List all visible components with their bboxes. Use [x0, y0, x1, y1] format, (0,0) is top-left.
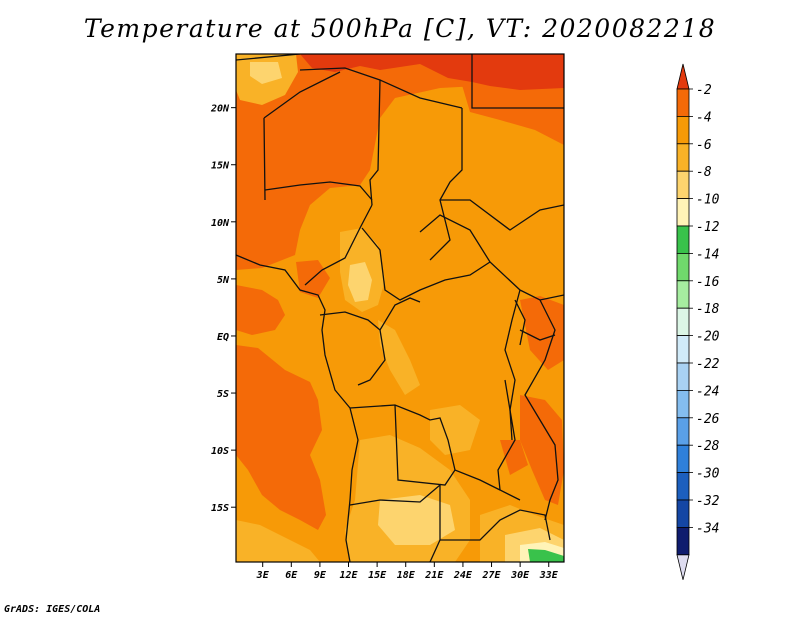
colorbar-label: -24 — [696, 384, 719, 399]
colorbar-label: -30 — [696, 467, 720, 482]
colorbar-label: -8 — [696, 165, 712, 180]
colorbar-box — [676, 527, 690, 556]
border-kenya — [519, 289, 564, 301]
border-niger-chad — [369, 79, 381, 206]
colorbar-label: -34 — [696, 521, 719, 536]
colorbar-box — [676, 225, 690, 254]
lat-tick-label: 5S — [217, 389, 229, 400]
lon-tick-label: 27E — [482, 570, 502, 581]
lat-tick-label: 10N — [211, 218, 230, 229]
figure-title: Temperature at 500hPa [C], VT: 202008221… — [83, 14, 717, 43]
band-minus-4-east-africa — [520, 296, 564, 370]
lon-tick-label: 33E — [539, 570, 559, 581]
border-congo-drc — [379, 297, 421, 331]
lon-tick-label: 18E — [397, 570, 416, 581]
lon-tick-label: 21E — [424, 570, 444, 581]
colorbar-label: -28 — [696, 439, 720, 454]
border-chad-sudan — [429, 108, 463, 261]
border-east-coast — [524, 299, 559, 521]
lat-tick-label: 15S — [211, 503, 229, 514]
band-minus-10-north-patch — [250, 62, 282, 84]
band-minus-8-congo-strip — [378, 320, 420, 395]
band-minus-8-south-coast — [236, 520, 320, 562]
lat-tick-label: 15N — [211, 161, 230, 172]
colorbar-label: -20 — [696, 330, 720, 345]
colorbar-box — [676, 143, 690, 172]
lat-tick-label: 20N — [210, 104, 230, 115]
colorbar-bottom-arrow — [676, 554, 690, 580]
colorbar: -2 -4 -6 -8 -10 -12 -14 -16 -18 -20 -22 -24 -26 -28 -3… — [676, 63, 720, 580]
band-minus-2-egypt — [472, 54, 564, 90]
colorbar-label: -16 — [696, 275, 720, 290]
colorbar-label: -12 — [696, 220, 720, 235]
colorbar-label: -6 — [696, 138, 712, 153]
border-west-coast — [236, 254, 359, 562]
border-namibia — [349, 483, 441, 562]
border-lake-edges — [504, 299, 526, 441]
latitude-ticks: 20N 15N 10N 5N EQ 5S 10S 15S — [210, 104, 236, 514]
band-minus-4-cameroon — [296, 260, 330, 298]
border-egypt-sudan — [471, 54, 564, 109]
colorbar-box — [676, 170, 690, 199]
colorbar-box — [676, 417, 690, 446]
border-cameroon-car — [361, 227, 491, 301]
border-sudan-south — [440, 199, 564, 231]
border-mali-niger — [263, 71, 341, 201]
band-minus-4-tanzania — [500, 440, 528, 475]
border-nigeria-cameroon — [304, 204, 373, 286]
band-minus-10-kalahari — [378, 495, 455, 545]
colorbar-box — [676, 335, 690, 364]
lat-tick-label: 10S — [211, 446, 229, 457]
border-angola-zambia — [394, 404, 501, 491]
border-car-sudan — [419, 214, 521, 291]
colorbar-box — [676, 198, 690, 227]
colorbar-label: -10 — [696, 193, 720, 208]
colorbar-label: -2 — [696, 83, 712, 98]
colorbar-box — [676, 116, 690, 145]
colorbar-label: -14 — [696, 247, 719, 262]
colorbar-label: -32 — [696, 494, 720, 509]
band-minus-4-mozambique — [520, 395, 564, 505]
border-uganda — [519, 329, 556, 341]
colorbar-box — [676, 472, 690, 501]
band-minus-2-sahara — [300, 54, 472, 82]
longitude-ticks: 3E 6E 9E 12E 15E 18E 21E 24E 27E 30E 33E — [256, 562, 559, 581]
colorbar-label: -4 — [696, 110, 712, 125]
band-minus-4-gabon-coast — [236, 285, 285, 335]
band-minus-4-atlantic — [236, 345, 326, 530]
temperature-field — [236, 54, 564, 562]
colorbar-box — [676, 88, 690, 117]
lon-tick-label: 3E — [256, 570, 270, 581]
colorbar-box — [676, 389, 690, 419]
colorbar-top-arrow — [676, 63, 690, 90]
colorbar-box — [676, 280, 690, 309]
lon-tick-label: 30E — [510, 570, 530, 581]
colorbar-box — [676, 252, 690, 282]
colorbar-box — [676, 362, 690, 391]
border-niger-nigeria — [264, 181, 373, 201]
lon-tick-label: 15E — [368, 570, 387, 581]
band-minus-14-drakensberg — [528, 549, 564, 562]
colorbar-box — [676, 499, 690, 528]
band-minus-4-west-sahel — [236, 54, 478, 270]
colorbar-label: -26 — [696, 412, 720, 427]
grads-credit: GrADS: IGES/COLA — [4, 604, 101, 615]
colorbar-box — [676, 307, 690, 337]
colorbar-label: -22 — [696, 357, 720, 372]
lat-tick-label: EQ — [217, 332, 229, 343]
lon-tick-label: 6E — [285, 570, 298, 581]
lon-tick-label: 12E — [339, 570, 358, 581]
band-minus-8-katanga — [430, 405, 480, 455]
lon-tick-label: 9E — [314, 570, 327, 581]
lon-tick-label: 24E — [453, 570, 473, 581]
colorbar-box — [676, 444, 690, 474]
lat-tick-label: 5N — [217, 275, 230, 286]
country-borders — [236, 54, 564, 562]
band-minus-10-cameroon-core — [348, 262, 372, 302]
map-frame — [235, 53, 565, 563]
colorbar-label: -18 — [696, 302, 720, 317]
